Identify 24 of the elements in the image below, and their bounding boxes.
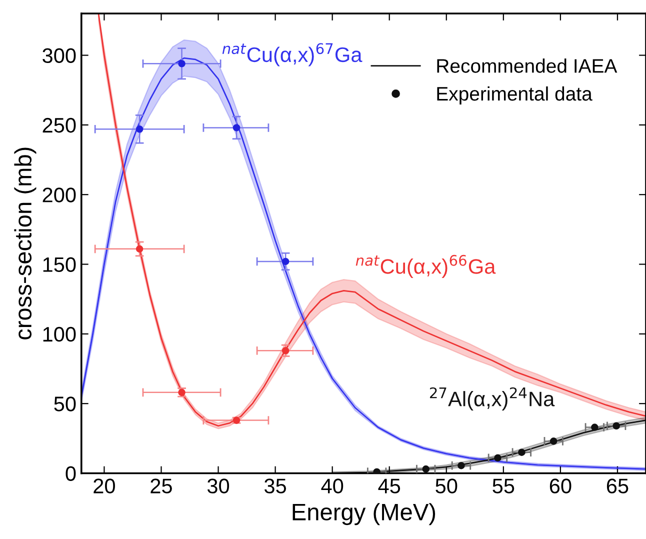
x-tick-label: 25 (150, 478, 172, 494)
x-tick-label: 50 (436, 478, 458, 494)
x-axis-title: Energy (MeV) (292, 503, 436, 526)
annotation: $^{nat}$Cu(α,x)$^{66}$Ga (356, 254, 496, 278)
y-tick-label: 200 (42, 188, 76, 202)
legend-label: Experimental data (437, 86, 592, 105)
x-tick-label: 55 (492, 478, 514, 494)
x-tick-label: 60 (550, 478, 572, 494)
y-tick-label: 100 (43, 326, 76, 342)
y-tick-label: 0 (66, 466, 76, 481)
x-tick-label: 45 (378, 478, 400, 494)
y-tick-label: 50 (54, 396, 76, 412)
y-tick-label: 150 (43, 257, 76, 272)
y-axis-title: cross-section (mb) (14, 148, 36, 340)
annotation: $^{27}$Al(α,x)$^{24}$Na (430, 387, 555, 410)
x-tick-label: 20 (94, 478, 115, 494)
x-tick-label: 65 (606, 478, 628, 494)
x-tick-label: 35 (264, 478, 286, 494)
y-tick-label: 300 (42, 48, 76, 64)
x-tick-label: 40 (321, 478, 344, 494)
y-tick-label: 250 (42, 118, 76, 133)
legend-label: Recommended IAEA (437, 58, 618, 73)
x-tick-label: 30 (207, 478, 230, 494)
annotation: $^{nat}$Cu(α,x)$^{67}$Ga (222, 43, 362, 66)
